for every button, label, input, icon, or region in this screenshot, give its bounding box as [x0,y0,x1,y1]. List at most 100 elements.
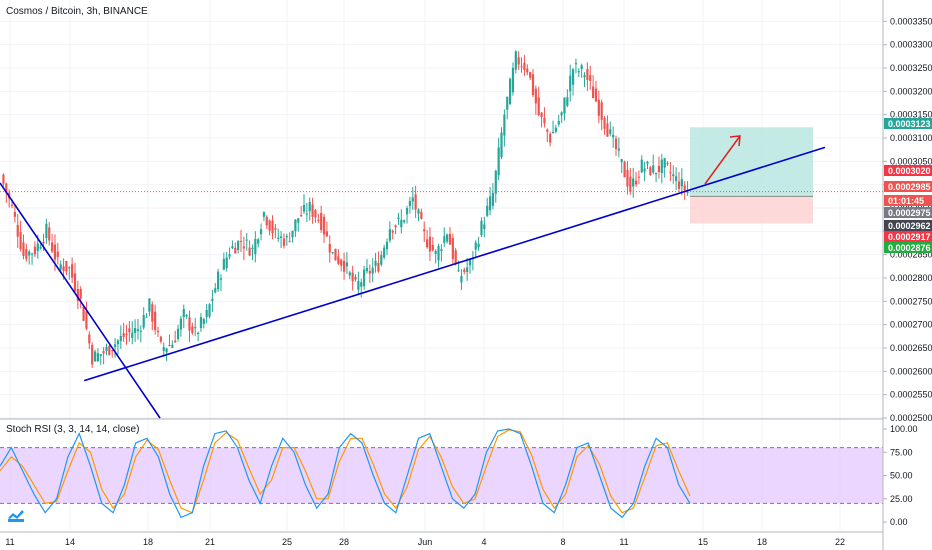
price-tick-label: 0.0002550 [890,390,932,400]
candle-body [274,228,277,230]
candle-body [454,250,457,264]
candle-body [174,340,177,343]
candle-body [632,178,635,187]
candle-body [597,99,600,116]
rsi-tick-label: 50.00 [890,471,913,481]
stoch-k-line [0,428,691,519]
candle-body [368,270,371,274]
candle-body [113,344,117,348]
candle-body [257,239,260,244]
candle-body [526,68,529,73]
candle-body [511,67,515,93]
candle-body [248,247,251,256]
tradingview-logo-icon[interactable] [8,510,24,522]
candle-body [162,347,165,351]
candle-body [116,340,120,345]
candle-body [654,172,658,175]
candle-body [151,304,154,322]
candle-body [365,267,369,272]
candle-body [300,214,303,217]
candle-body [42,241,45,244]
candle-body [282,238,286,246]
candle-body [205,310,208,318]
candle-body [71,264,74,278]
price-tag [884,231,932,242]
candle-body [609,129,612,134]
price-tick-label: 0.0003200 [890,86,932,96]
candle-body [380,255,383,265]
candle-body [603,117,606,129]
candle-body [334,248,337,261]
candle-body [325,231,328,237]
candle-body [294,219,297,232]
resistance-trendline [0,182,161,419]
date-tick-label: 11 [5,537,14,547]
candle-body [592,86,595,99]
candle-body [403,220,406,223]
grid [0,0,883,530]
candle-body [291,230,294,238]
candle-body [271,220,274,234]
date-tick-label: 21 [205,537,215,547]
candle-body [302,205,306,212]
candle-body [680,179,683,187]
candle-body [168,345,171,347]
candle-body [45,223,48,239]
candle-body [497,147,500,176]
candle-body [305,213,308,215]
candle-body [131,332,134,338]
candle-body [36,243,39,252]
candle-body [423,229,426,232]
price-tag [884,207,932,218]
date-tick-label: 15 [698,537,708,547]
candle-body [73,273,77,292]
candle-body [288,241,291,243]
candle-body [176,328,180,339]
candle-body [262,212,266,217]
date-tick-label: 22 [835,537,845,547]
candle-body [371,267,374,274]
candle-body [93,351,97,362]
price-tick-label: 0.0003150 [890,110,932,120]
candle-body [65,261,68,272]
candle-body [660,159,663,173]
indicator-title: Stoch RSI (3, 3, 14, 14, close) [6,424,139,435]
price-tick-label: 0.0003300 [890,40,932,50]
candle-body [237,241,240,251]
candle-body [491,192,495,206]
candle-body [10,204,14,206]
price-tag-label: 0.0002962 [888,221,931,231]
candle-body [33,246,37,255]
candle-body [569,75,572,92]
price-tick-label: 0.0002600 [890,366,932,376]
candle-body [677,181,681,189]
price-tick-label: 0.0003250 [890,63,932,73]
candle-body [583,75,586,78]
candle-body [311,204,314,217]
candle-body [571,69,575,85]
candle-body [196,332,200,334]
candle-body [211,298,214,302]
candle-body [239,241,243,243]
price-tag-label: 0.0003123 [888,119,931,129]
candle-body [466,267,469,273]
candle-body [637,176,641,178]
candle-body [488,196,492,211]
price-tag-label: 0.0002985 [888,182,931,192]
candle-body [351,272,354,282]
candle-body [188,317,191,331]
candle-body [182,309,185,318]
candle-body [606,123,609,137]
date-tick-label: 14 [65,537,75,547]
candle-body [194,327,197,329]
candle-body [165,348,168,353]
price-tick-label: 0.0002500 [890,413,932,423]
candle-body [540,112,543,118]
candle-body [179,318,183,330]
candle-body [340,259,343,266]
candle-body [425,239,429,248]
price-tick-label: 0.0002800 [890,273,932,283]
candle-body [683,185,686,191]
candle-body [457,270,460,272]
